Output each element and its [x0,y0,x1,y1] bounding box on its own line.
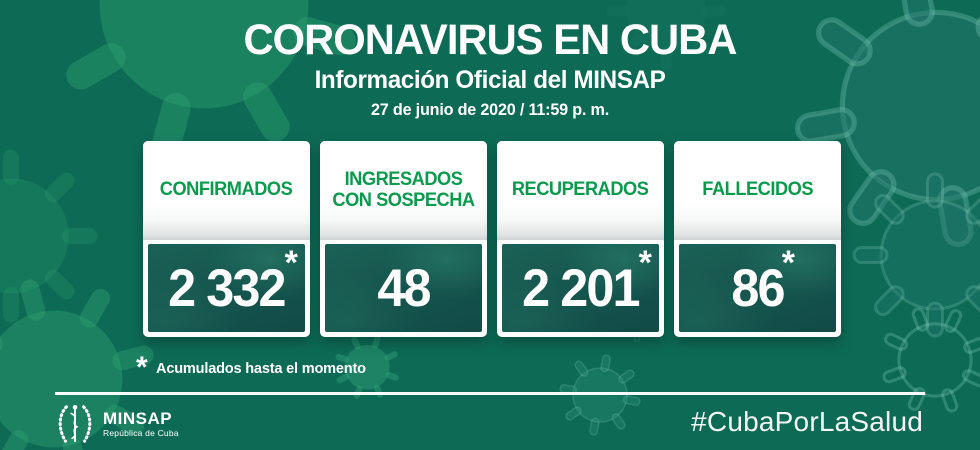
stat-number: 48 [376,262,431,315]
stat-label: FALLECIDOS [674,141,841,240]
stat-card-fallecidos: FALLECIDOS 86 * [674,141,841,337]
stat-panel: 48 [325,244,482,332]
asterisk-marker: * [781,243,795,282]
brand-name: MINSAP [103,408,173,428]
asterisk-marker: * [638,243,652,282]
footnote: * Acumulados hasta el momento [136,351,372,384]
stat-label: RECUPERADOS [497,141,664,240]
footnote-text: Acumulados hasta el momento [155,360,366,377]
virus-icon [0,149,98,323]
minsap-emblem-icon [58,405,92,443]
stat-panel: 2 332 * [148,244,305,332]
stat-value: 48 [377,258,431,318]
stat-card-confirmados: CONFIRMADOS 2 332 * [143,141,310,337]
footnote-asterisk: * [136,351,148,384]
virus-icon [852,172,980,338]
campaign-hashtag: #CubaPorLaSalud [691,406,923,437]
brand-subtitle: República de Cuba [103,428,179,439]
virus-icon [552,347,648,443]
stat-value: 2 201 [522,258,640,318]
stats-cards: CONFIRMADOS 2 332 * INGRESADOS CON SOSPE… [143,141,841,337]
stat-panel: 2 201 * [502,244,659,332]
stat-panel: 86 * [679,244,836,332]
stat-card-ingresados: INGRESADOS CON SOSPECHA 48 [320,141,487,337]
stat-value: 2 332 [168,258,286,318]
stat-label: CONFIRMADOS [143,141,310,240]
stat-value: 86 [731,258,785,318]
report-date: 27 de junio de 2020 / 11:59 p. m. [371,101,609,120]
asterisk-marker: * [284,243,298,282]
footer-divider [55,392,925,395]
brand-text: MINSAP República de Cuba [103,408,179,439]
stat-card-recuperados: RECUPERADOS 2 201 * [497,141,664,337]
page-title: CORONAVIRUS EN CUBA [243,16,738,64]
page-subtitle: Información Oficial del MINSAP [314,66,666,95]
stat-label: INGRESADOS CON SOSPECHA [320,141,487,240]
header: CORONAVIRUS EN CUBA Información Oficial … [0,16,980,120]
minsap-logo: MINSAP República de Cuba [54,401,179,447]
stat-number: 86 * [730,246,795,318]
stat-number: 2 332 * [165,246,298,318]
stat-number: 2 201 * [519,246,652,318]
